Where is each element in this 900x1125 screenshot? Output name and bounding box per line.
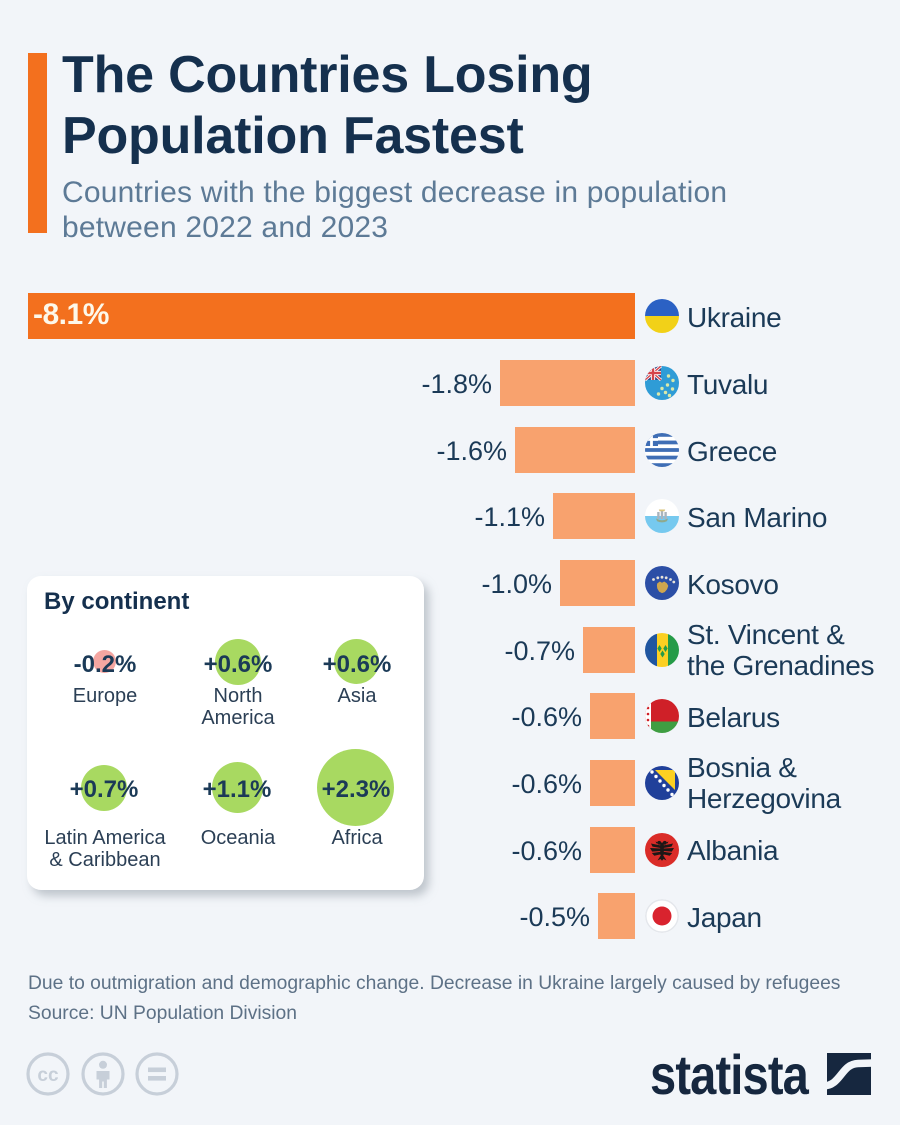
svg-text:cc: cc	[37, 1065, 59, 1086]
svg-text:statista: statista	[650, 1050, 810, 1098]
